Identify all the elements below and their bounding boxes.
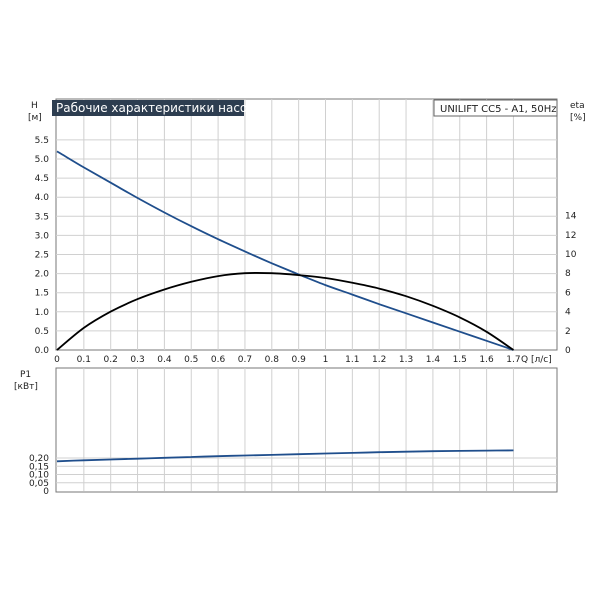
right-y-tick-label: 14 — [565, 212, 577, 222]
left-y-tick-label: 3.0 — [35, 231, 50, 241]
right-axis-label-name: eta — [570, 101, 585, 111]
power-y-tick-label: 0,20 — [29, 454, 49, 464]
efficiency-curve — [56, 272, 514, 351]
chart-title: Рабочие характеристики насоса — [56, 101, 261, 115]
power-axis-label-unit: [кВт] — [14, 382, 38, 392]
x-tick-label: 0.5 — [184, 355, 198, 365]
x-tick-label: 1.6 — [479, 355, 494, 365]
left-y-tick-label: 2.0 — [35, 270, 50, 280]
head-curve — [56, 150, 514, 351]
right-y-tick-label: 10 — [565, 250, 577, 260]
curves — [56, 150, 514, 463]
title-box — [52, 100, 244, 116]
left-y-tick-label: 4.0 — [35, 193, 50, 203]
upper-plot-frame — [55, 98, 558, 351]
x-tick-label: 0.8 — [265, 355, 280, 365]
x-tick-label: 0.3 — [130, 355, 144, 365]
left-y-tick-label: 0.0 — [35, 346, 50, 356]
x-tick-label: 1 — [323, 355, 329, 365]
left-y-tick-label: 0.5 — [35, 327, 49, 337]
x-tick-label: 1.5 — [453, 355, 467, 365]
x-tick-label: 1.3 — [399, 355, 413, 365]
right-y-tick-label: 12 — [565, 231, 576, 241]
power-y-tick-label: 0,05 — [29, 479, 49, 489]
left-y-tick-label: 2.5 — [35, 251, 49, 261]
x-tick-label: 0.9 — [291, 355, 306, 365]
upper-grid — [56, 99, 557, 350]
right-y-tick-label: 4 — [565, 308, 571, 318]
lower-plot-frame — [55, 367, 558, 493]
x-tick-label: 1.2 — [372, 355, 386, 365]
x-axis-label: Q [л/с] — [521, 355, 552, 365]
right-y-tick-label: 0 — [565, 346, 571, 356]
model-label: UNILIFT CC5 - A1, 50Hz — [440, 104, 556, 115]
tick-labels: 0 0.1 0.2 0.3 0.4 0.5 0.6 0.7 0.8 0.9 1 1.1 1.2 1.3 1.… — [29, 136, 577, 497]
lower-grid — [56, 368, 557, 491]
x-tick-label: 0 — [54, 355, 60, 365]
left-y-tick-label: 3.5 — [35, 212, 49, 222]
model-box — [433, 99, 558, 117]
left-y-tick-label: 5.5 — [35, 136, 49, 146]
x-tick-label: 1.1 — [345, 355, 359, 365]
left-y-tick-label: 4.5 — [35, 174, 49, 184]
power-y-tick-label: 0 — [43, 487, 49, 497]
left-y-tick-label: 5.0 — [35, 155, 50, 165]
power-curve — [56, 449, 514, 463]
power-y-tick-label: 0,10 — [29, 471, 49, 481]
right-y-tick-label: 8 — [565, 269, 571, 279]
right-axis-label-unit: [%] — [570, 113, 586, 123]
x-tick-label: 1.7 — [506, 355, 520, 365]
power-y-tick-label: 0,15 — [29, 462, 49, 472]
right-y-tick-label: 6 — [565, 288, 571, 298]
right-y-tick-label: 2 — [565, 327, 571, 337]
left-y-tick-label: 1.0 — [35, 308, 50, 318]
power-axis-label-name: P1 — [20, 370, 31, 380]
x-tick-label: 0.2 — [104, 355, 118, 365]
x-tick-label: 0.1 — [77, 355, 91, 365]
left-y-tick-label: 1.5 — [35, 289, 49, 299]
x-tick-label: 0.4 — [157, 355, 172, 365]
x-tick-label: 0.7 — [238, 355, 252, 365]
x-tick-label: 1.4 — [426, 355, 441, 365]
left-axis-label-unit: [м] — [28, 113, 42, 123]
x-tick-label: 0.6 — [211, 355, 226, 365]
left-axis-label-name: H — [31, 101, 38, 111]
